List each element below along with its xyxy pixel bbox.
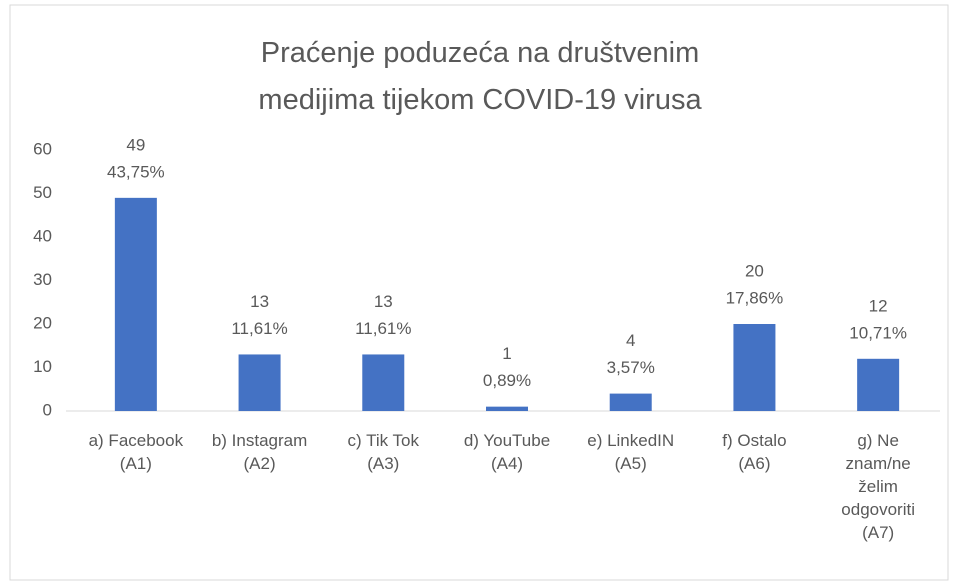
bar — [857, 358, 900, 411]
y-tick-label: 30 — [33, 270, 52, 289]
x-tick-label: d) YouTube (A4) — [463, 431, 551, 473]
value-label: 49 — [126, 135, 145, 154]
percent-label: 17,86% — [726, 288, 784, 307]
percent-label: 43,75% — [107, 162, 165, 181]
percent-label: 10,71% — [849, 323, 907, 342]
x-tick-label: g) Ne znam/ne želim odgovoriti (A7) — [841, 431, 915, 542]
bar — [733, 324, 776, 411]
percent-label: 11,61% — [231, 319, 287, 338]
value-label: 4 — [626, 331, 635, 350]
y-tick-label: 20 — [33, 313, 52, 332]
y-tick-label: 0 — [43, 400, 52, 419]
value-label: 13 — [374, 292, 393, 311]
value-label: 1 — [502, 344, 511, 363]
y-tick-label: 60 — [33, 139, 52, 158]
bar — [114, 197, 157, 411]
bar — [238, 354, 281, 411]
percent-label: 0,89% — [483, 371, 531, 390]
y-tick-label: 50 — [33, 183, 52, 202]
x-tick-label: c) Tik Tok (A3) — [347, 431, 420, 473]
chart-title: Praćenje poduzeća na društvenim medijima… — [258, 37, 702, 116]
percent-label: 11,61% — [355, 319, 411, 338]
percent-label: 3,57% — [607, 358, 655, 377]
x-tick-label: a) Facebook (A1) — [88, 431, 184, 473]
bar — [486, 406, 528, 411]
y-tick-label: 10 — [33, 357, 52, 376]
bar — [362, 354, 405, 411]
value-label: 20 — [745, 261, 764, 280]
x-tick-label: b) Instagram (A2) — [211, 431, 308, 473]
x-tick-label: f) Ostalo (A6) — [722, 431, 787, 473]
value-label: 13 — [250, 292, 269, 311]
x-tick-label: e) LinkedIN (A5) — [587, 431, 675, 473]
chart-border — [9, 4, 949, 581]
value-label: 12 — [869, 296, 888, 315]
bar — [609, 393, 652, 411]
y-tick-label: 40 — [33, 226, 52, 245]
